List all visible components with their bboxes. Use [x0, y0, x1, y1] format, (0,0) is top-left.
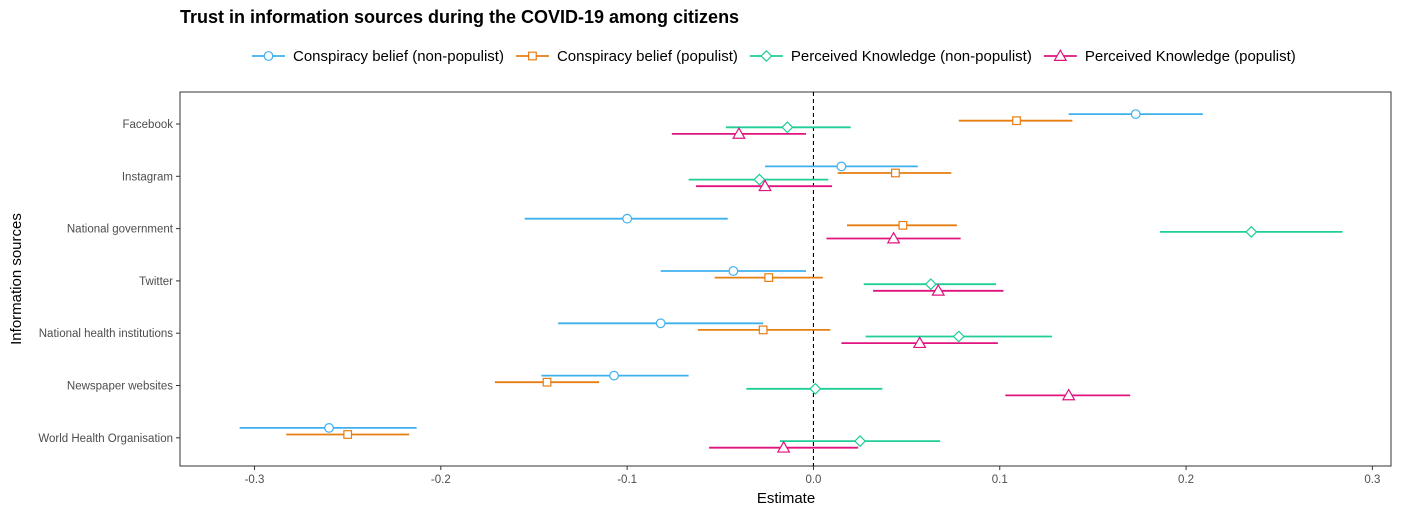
point-estimate — [758, 179, 772, 192]
series-2 — [286, 116, 1073, 439]
x-tick-label: 0.3 — [1364, 474, 1380, 486]
point-estimate — [1061, 388, 1076, 401]
x-tick-label: 0.1 — [992, 474, 1008, 486]
legend-label: Conspiracy belief (populist) — [557, 48, 738, 65]
y-tick-label: National health institutions — [39, 328, 173, 340]
point-estimate — [728, 266, 739, 276]
legend-key-circle-icon — [263, 51, 274, 61]
point-estimate — [753, 173, 766, 186]
x-axis-title: Estimate — [757, 490, 815, 507]
y-tick-label: Instagram — [122, 171, 173, 183]
y-axis-title: Information sources — [8, 213, 25, 345]
point-estimate — [924, 278, 937, 291]
legend-item-1: Conspiracy belief (non-populist) — [252, 48, 504, 65]
point-estimate — [886, 231, 901, 244]
y-tick-label: Newspaper websites — [67, 381, 173, 393]
point-estimate — [952, 330, 965, 343]
x-axis: -0.3 -0.2 -0.1 0.0 0.1 0.2 0.3 — [245, 466, 1380, 486]
point-estimate — [809, 382, 822, 395]
series-1 — [239, 109, 1203, 433]
point-estimate — [542, 377, 552, 387]
legend: Conspiracy belief (non-populist) Conspira… — [252, 48, 1296, 65]
legend-label: Perceived Knowledge (populist) — [1085, 48, 1296, 65]
point-estimate — [622, 213, 633, 224]
point-estimate — [898, 220, 908, 230]
point-estimate — [853, 435, 867, 448]
x-tick-label: -0.1 — [617, 474, 637, 486]
point-estimate — [891, 168, 900, 178]
plot-panel — [179, 91, 1392, 467]
chart-title: Trust in information sources during the … — [180, 7, 739, 27]
legend-key-diamond-icon — [760, 49, 773, 63]
legend-key-square-icon — [528, 51, 537, 61]
point-estimate — [1245, 225, 1258, 238]
legend-item-2: Conspiracy belief (populist) — [515, 48, 738, 65]
legend-key-triangle-icon — [1053, 48, 1068, 61]
point-estimate — [324, 423, 334, 433]
series-4 — [671, 126, 1131, 453]
x-tick-label: 0.0 — [805, 474, 821, 486]
point-estimate — [931, 283, 946, 296]
point-estimate — [781, 121, 794, 134]
legend-label: Perceived Knowledge (non-populist) — [791, 48, 1032, 65]
point-estimate — [776, 440, 791, 453]
point-estimate — [912, 336, 927, 349]
x-tick-label: 0.2 — [1178, 474, 1194, 486]
x-tick-label: -0.3 — [245, 474, 265, 486]
point-estimate — [732, 126, 746, 139]
series-3 — [688, 121, 1343, 448]
y-tick-label: World Health Organisation — [38, 433, 173, 445]
y-tick-label: National government — [67, 224, 174, 236]
y-axis: Facebook Instagram National government Twit… — [38, 119, 180, 445]
y-tick-label: Facebook — [122, 119, 173, 131]
point-estimate — [836, 161, 847, 172]
point-estimate — [655, 318, 666, 329]
point-estimate — [1012, 116, 1021, 126]
legend-item-3: Perceived Knowledge (non-populist) — [749, 48, 1032, 65]
legend-item-4: Perceived Knowledge (populist) — [1043, 48, 1296, 65]
x-tick-label: -0.2 — [431, 474, 451, 486]
point-estimate — [609, 370, 619, 381]
legend-label: Conspiracy belief (non-populist) — [293, 48, 504, 65]
point-estimate — [1130, 109, 1141, 119]
y-tick-label: Twitter — [139, 276, 173, 288]
point-estimate — [764, 273, 774, 282]
point-estimate — [758, 325, 768, 335]
point-estimate — [343, 430, 353, 439]
series-layer — [239, 109, 1343, 453]
